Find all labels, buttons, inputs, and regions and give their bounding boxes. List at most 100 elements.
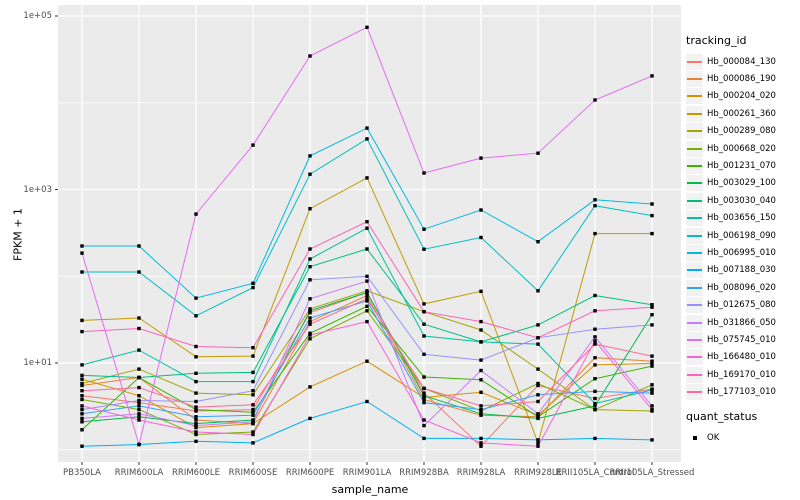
legend-key-icon <box>686 140 703 157</box>
data-point <box>593 327 597 331</box>
data-point <box>80 428 84 432</box>
data-point <box>137 442 141 447</box>
x-tick-label-RRIM600SE: RRIM600SE <box>228 468 278 478</box>
data-point <box>308 54 312 58</box>
data-point <box>80 373 84 378</box>
data-point <box>365 220 369 224</box>
legend-entry-label: Hb_012675_080 <box>707 300 776 311</box>
legend-key-icon <box>686 262 703 279</box>
legend-entries: Hb_000084_130 Hb_000086_190 Hb_000204_020 H… <box>686 53 798 401</box>
x-tick-label-RRIM600LA: RRIM600LA <box>114 468 164 478</box>
data-point <box>593 377 597 381</box>
data-point <box>365 299 369 303</box>
legend-entry-Hb_000086_190: Hb_000086_190 <box>686 70 798 88</box>
data-point <box>251 418 255 422</box>
data-point <box>365 359 369 363</box>
legend-entry-Hb_007188_030: Hb_007188_030 <box>686 262 798 279</box>
data-point <box>536 393 540 397</box>
data-point <box>80 363 84 367</box>
data-point <box>479 289 483 293</box>
data-point <box>536 383 540 388</box>
data-point <box>593 342 597 346</box>
data-point <box>479 441 483 445</box>
data-point <box>593 356 597 360</box>
data-point <box>80 394 84 398</box>
data-point <box>194 296 198 300</box>
y-axis-title: FPKM + 1 <box>11 208 25 261</box>
data-point <box>365 290 369 295</box>
data-point <box>593 204 597 208</box>
data-point <box>422 386 426 391</box>
data-point <box>80 329 84 334</box>
legend-title-quant-status: quant_status <box>686 409 758 423</box>
data-point <box>251 143 255 147</box>
legend-key-icon <box>686 297 703 314</box>
data-point <box>80 407 84 412</box>
data-point <box>650 361 654 366</box>
data-point <box>422 302 426 306</box>
data-point <box>650 213 654 218</box>
data-point <box>194 405 198 409</box>
data-point <box>80 251 84 255</box>
x-tick-label-RRII105LA_Stressed: RRII105LA_Stressed <box>609 468 695 478</box>
data-point <box>536 323 540 327</box>
legend-entry-label: Hb_003029_100 <box>707 178 776 189</box>
data-point <box>365 304 369 308</box>
data-point <box>365 399 369 404</box>
data-point <box>422 400 426 405</box>
legend-key-icon <box>686 314 703 331</box>
x-axis-title: sample_name <box>331 483 409 496</box>
data-point <box>536 412 540 416</box>
data-point <box>650 438 654 442</box>
data-point <box>536 381 540 386</box>
data-point <box>365 297 369 301</box>
data-point <box>479 319 483 324</box>
data-point <box>593 404 597 408</box>
data-point <box>251 410 255 414</box>
legend-entry-Hb_008096_020: Hb_008096_020 <box>686 279 798 296</box>
data-point <box>650 364 654 368</box>
data-point <box>422 397 426 402</box>
data-point <box>251 430 255 434</box>
legend-key-icon <box>686 210 703 227</box>
data-point <box>308 385 312 389</box>
data-point <box>593 231 597 236</box>
data-point <box>251 393 255 397</box>
data-point <box>479 358 483 362</box>
data-point <box>536 438 540 442</box>
data-point <box>479 407 483 412</box>
data-point <box>194 432 198 437</box>
data-point <box>194 423 198 428</box>
data-point <box>80 381 84 386</box>
data-point <box>80 389 84 393</box>
data-point <box>479 444 483 448</box>
legend-entry-Hb_166480_010: Hb_166480_010 <box>686 349 798 366</box>
legend-key-icon <box>686 192 703 209</box>
data-point <box>422 334 426 338</box>
data-point <box>308 311 312 315</box>
data-point <box>137 394 141 398</box>
data-point <box>137 418 141 422</box>
x-tick-label-RRIM928LA: RRIM928LA <box>456 468 506 478</box>
data-point <box>365 126 369 130</box>
data-point <box>422 394 426 398</box>
data-point <box>137 348 141 352</box>
data-point <box>479 378 483 382</box>
data-point <box>80 412 84 416</box>
legend-entry-label: Hb_169170_010 <box>707 369 776 380</box>
data-point <box>80 397 84 402</box>
data-point <box>593 309 597 313</box>
data-point <box>194 399 198 404</box>
legend-key-icon <box>686 53 703 70</box>
data-point <box>251 403 255 407</box>
data-point <box>80 244 84 248</box>
data-point <box>650 359 654 363</box>
data-point <box>194 407 198 412</box>
legend-entry-Hb_006995_010: Hb_006995_010 <box>686 244 798 261</box>
data-point <box>479 390 483 394</box>
legend-key-icon <box>686 105 703 122</box>
y-tick-label-1e+05: 1e+05 <box>23 11 52 21</box>
data-point <box>251 432 255 437</box>
legend-entry-label: Hb_000289_080 <box>707 126 776 137</box>
